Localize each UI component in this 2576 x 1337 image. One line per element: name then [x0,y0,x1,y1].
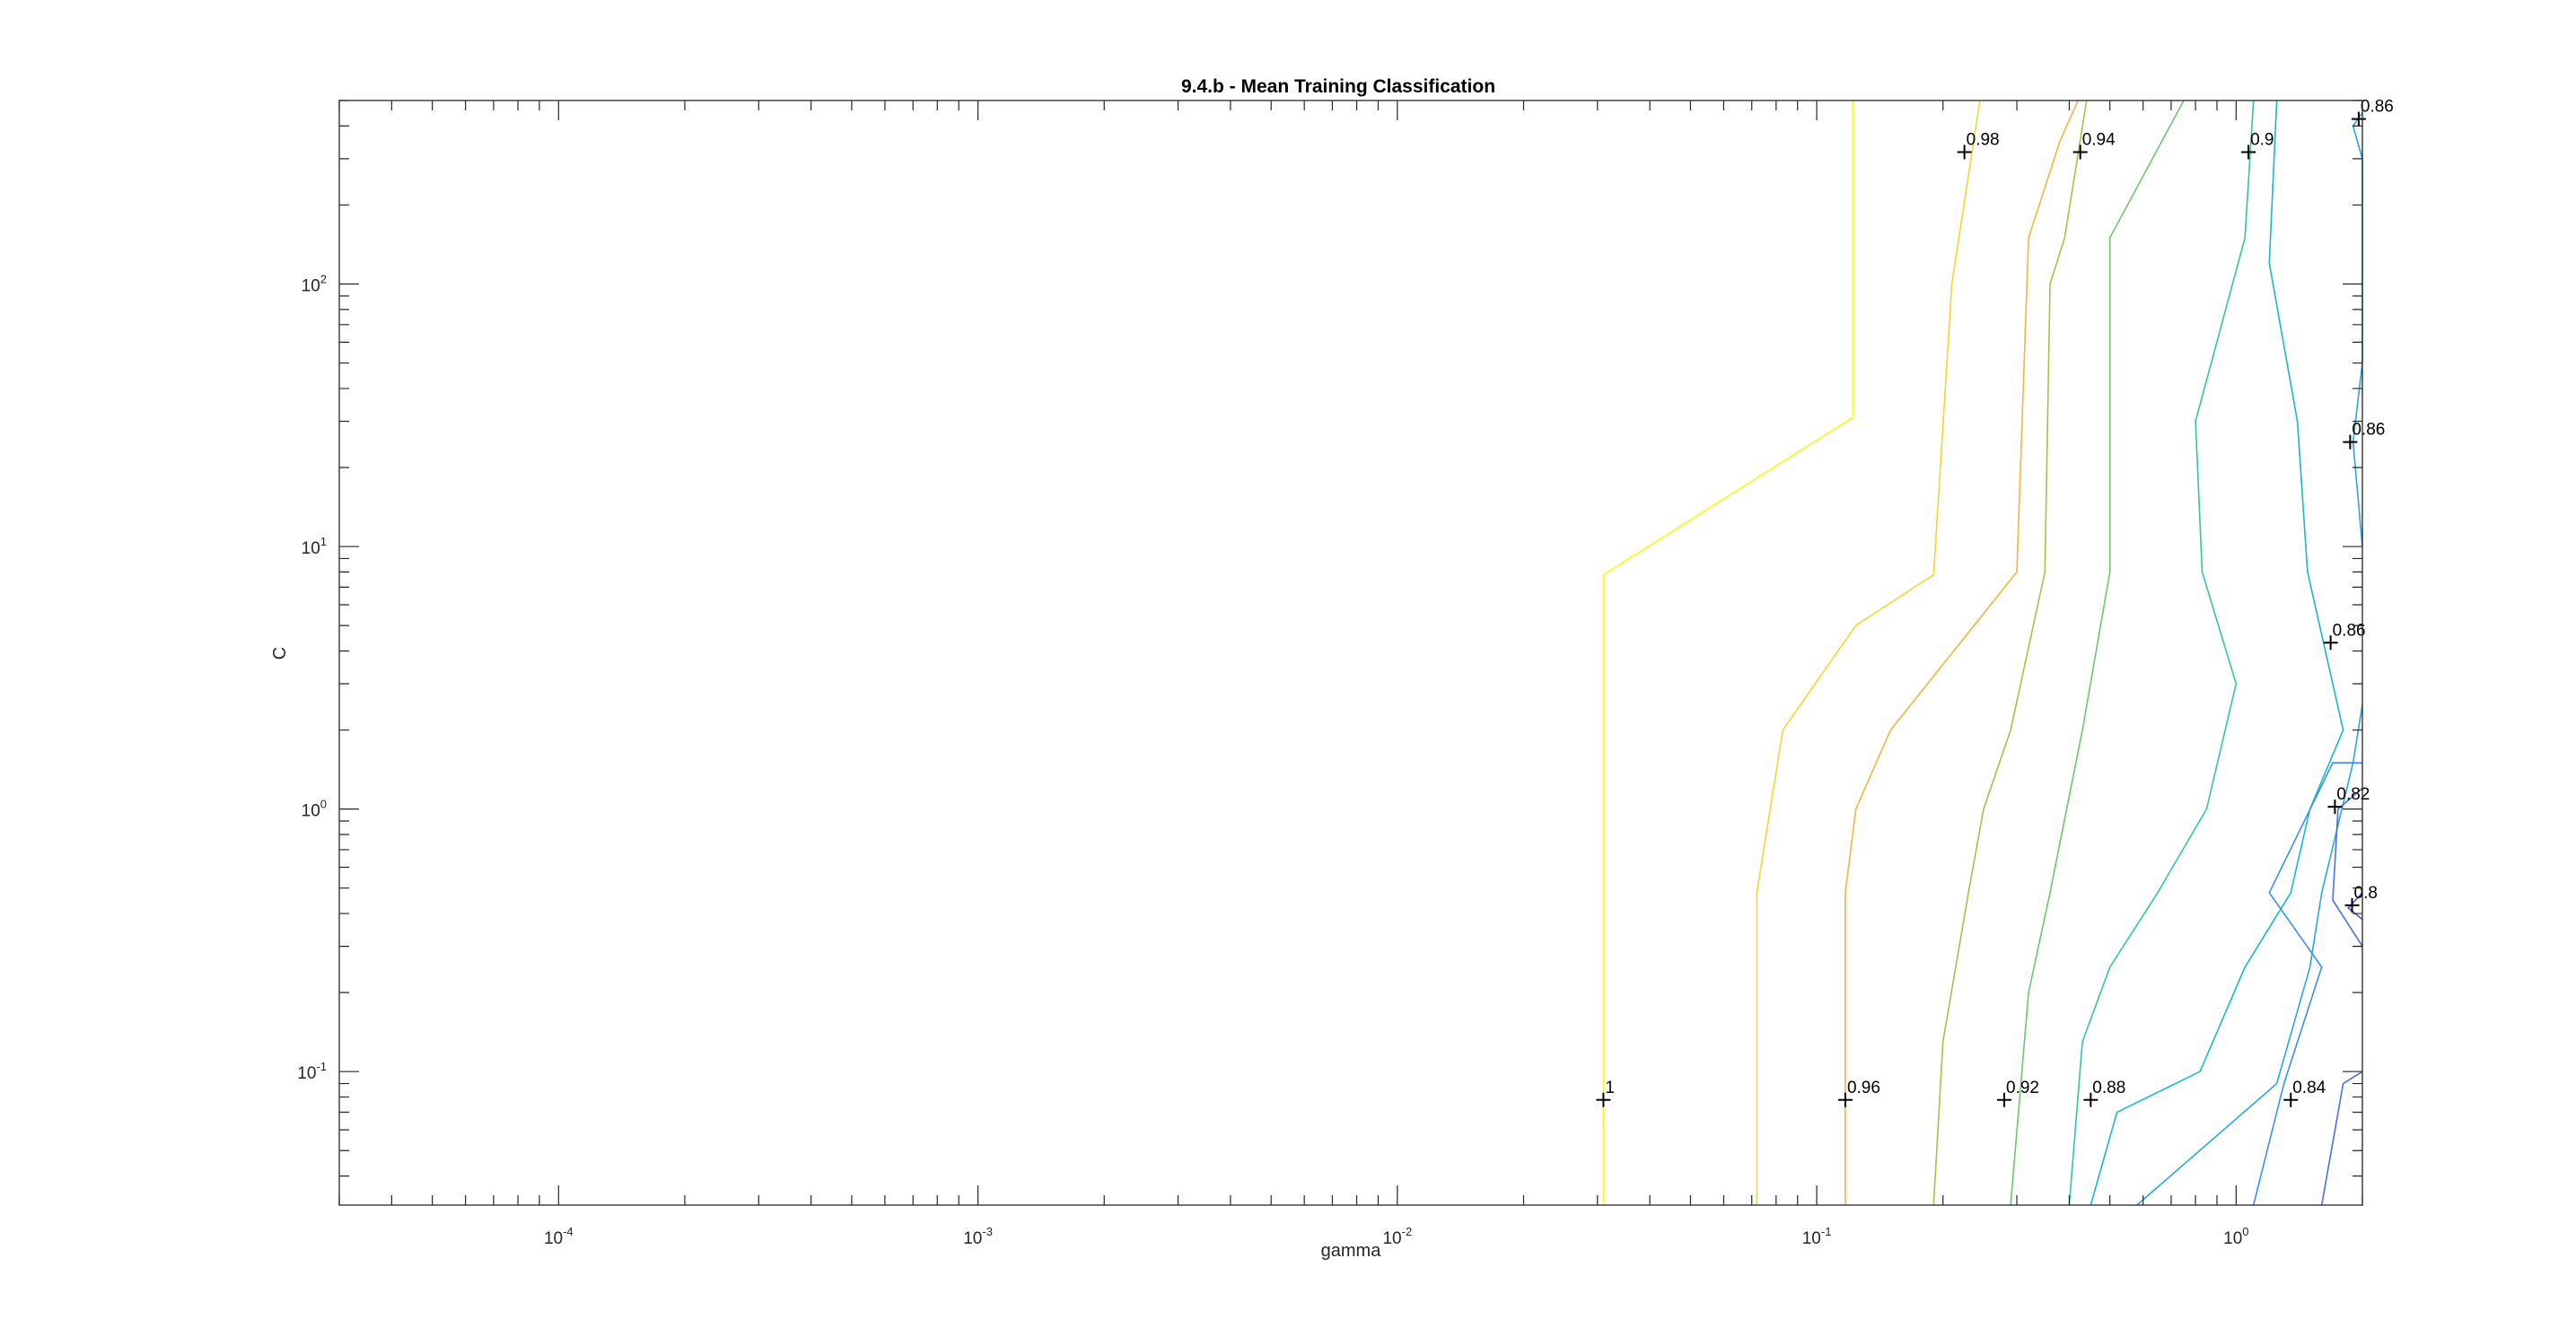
contour-label-9: 0.86 [2352,421,2385,440]
contour-line-0_98-1 [1756,100,1981,1205]
x-tick-label: 10-3 [963,1225,993,1248]
contour-marker-4 [2283,1092,2299,1107]
y-tick-label: 100 [302,798,327,821]
contour-label-1: 0.96 [1847,1079,1880,1097]
contour-label-7: 0.9 [2250,131,2274,150]
y-tick-label: 102 [302,272,327,295]
x-tick-label: 10-2 [1382,1225,1412,1248]
contour-marker-0 [1596,1092,1611,1107]
contour-label-12: 0.8 [2354,884,2378,903]
axis-ticks [338,100,2363,1205]
plot-area-frame [338,100,2363,1206]
x-axis-label: gamma [1321,1241,1382,1261]
contour-line-0_82-9 [2320,1070,2363,1206]
contour-marker-10 [2323,635,2338,651]
contour-marker-2 [1997,1092,2012,1107]
contour-label-8: 0.86 [2361,98,2394,117]
contour-line-0_96-2 [1844,100,2080,1205]
contour-line-1-0 [1602,100,1854,1205]
contour-marker-8 [2351,111,2366,127]
contour-marker-6 [2072,144,2088,160]
contour-line-0_94-3 [1932,100,2088,1206]
contour-label-3: 0.88 [2092,1079,2125,1097]
contour-label-markers: 1 0.96 0.92 0.88 0.84 0.98 0.94 0.9 0.86 0.86 0.86… [1596,98,2394,1107]
contour-label-0: 1 [1605,1079,1615,1097]
contour-marker-11 [2327,800,2343,815]
contour-line-0_82-11 [2332,787,2363,948]
x-tick-label: 10-1 [1802,1225,1832,1248]
contour-line-0_92-4 [2010,100,2185,1206]
contour-label-6: 0.94 [2082,131,2116,150]
contour-label-4: 0.84 [2292,1079,2326,1097]
contour-marker-7 [2241,144,2256,160]
contour-marker-12 [2344,897,2360,913]
contour-line-0_84-8 [2252,762,2362,1206]
contour-label-2: 0.92 [2006,1079,2039,1097]
contour-marker-1 [1837,1092,1853,1107]
x-tick-labels: 10-4 10-3 10-2 10-1 100 [544,1225,2249,1248]
contour-line-0_86-7 [2136,704,2363,1206]
contour-label-10: 0.86 [2333,621,2366,640]
contour-line-0_9-5 [2068,100,2255,1206]
contour-marker-9 [2343,434,2358,450]
chart-title: 9.4.b - Mean Training Classification [1181,76,1495,97]
contour-marker-5 [1957,144,1972,160]
contour-marker-3 [2083,1092,2098,1107]
x-tick-label: 100 [2223,1225,2248,1248]
y-tick-label: 10-1 [297,1060,327,1083]
y-tick-labels: 10-1 100 101 102 [297,272,327,1083]
y-tick-label: 101 [302,535,327,558]
x-tick-label: 10-4 [544,1225,574,1248]
contour-label-11: 0.82 [2336,785,2370,804]
y-axis-label: C [270,647,290,660]
contour-lines [1602,100,2363,1206]
contour-line-0_8-12 [2347,892,2363,921]
contour-label-5: 0.98 [1967,131,2000,150]
